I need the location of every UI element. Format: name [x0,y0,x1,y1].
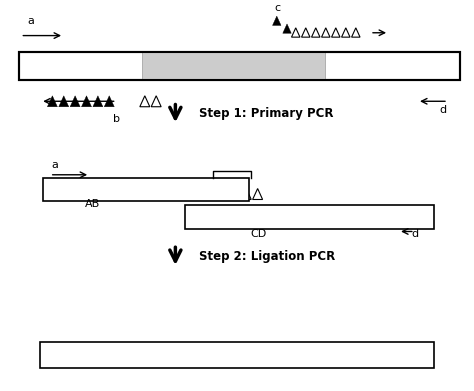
Text: AB: AB [85,199,100,209]
Polygon shape [127,67,137,78]
Polygon shape [347,67,357,78]
Text: a: a [27,16,34,26]
Bar [19,52,460,80]
Polygon shape [104,96,114,107]
Polygon shape [159,355,169,366]
Bar [40,342,434,368]
Polygon shape [259,216,269,227]
Polygon shape [311,28,320,37]
Polygon shape [47,96,57,107]
Polygon shape [92,67,102,78]
Text: Step 2: Ligation PCR: Step 2: Ligation PCR [199,249,335,263]
Text: a: a [51,160,58,170]
Polygon shape [151,96,161,107]
Polygon shape [214,188,224,199]
Polygon shape [265,355,275,366]
Polygon shape [241,188,251,199]
Polygon shape [138,67,148,78]
Polygon shape [182,355,191,366]
Polygon shape [230,188,240,199]
Polygon shape [254,355,264,366]
Bar [43,178,249,201]
Polygon shape [170,355,180,366]
Polygon shape [283,24,291,33]
Polygon shape [273,16,281,25]
Polygon shape [248,216,258,227]
Polygon shape [231,355,241,366]
Text: d: d [439,105,447,115]
Polygon shape [370,67,380,78]
Polygon shape [168,188,178,199]
Polygon shape [243,355,253,366]
Polygon shape [115,67,125,78]
Text: Step 1: Primary PCR: Step 1: Primary PCR [199,107,334,120]
Polygon shape [140,96,150,107]
Text: b: b [113,114,119,124]
Polygon shape [209,355,219,366]
Text: c: c [274,3,281,13]
Polygon shape [59,96,69,107]
Polygon shape [382,67,392,78]
Text: CD: CD [250,229,266,239]
Polygon shape [292,28,300,37]
Polygon shape [202,188,212,199]
Text: d: d [411,229,419,239]
Polygon shape [342,28,350,37]
Bar [19,52,460,80]
Polygon shape [277,355,287,366]
Polygon shape [282,216,292,227]
Polygon shape [301,28,310,37]
Polygon shape [220,355,230,366]
Polygon shape [271,216,281,227]
Polygon shape [237,216,246,227]
Polygon shape [82,96,91,107]
Bar [142,52,325,80]
Polygon shape [210,216,220,227]
Polygon shape [149,67,159,78]
Polygon shape [93,96,103,107]
Polygon shape [187,216,197,227]
Polygon shape [199,216,209,227]
Polygon shape [193,355,203,366]
Polygon shape [70,96,80,107]
Polygon shape [325,67,335,78]
Polygon shape [253,188,263,199]
Polygon shape [321,28,330,37]
Bar [185,205,434,229]
Polygon shape [180,188,190,199]
Polygon shape [225,216,235,227]
Polygon shape [359,67,369,78]
Polygon shape [104,67,114,78]
Polygon shape [331,28,340,37]
Polygon shape [191,188,201,199]
Polygon shape [336,67,346,78]
Polygon shape [352,28,360,37]
